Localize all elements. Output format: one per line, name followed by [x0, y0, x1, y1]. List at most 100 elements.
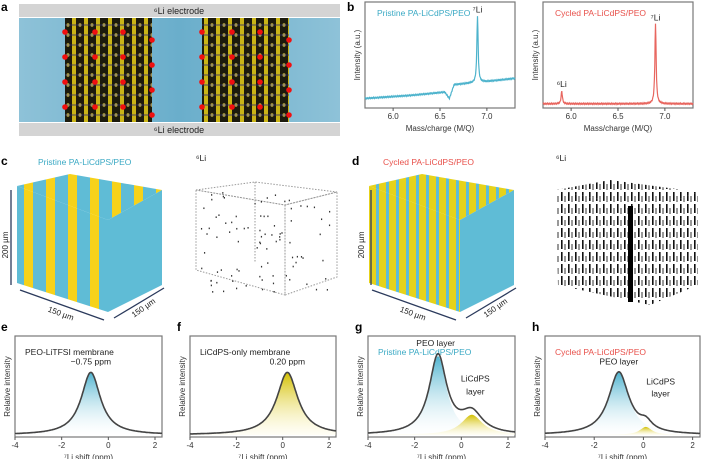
peak-label: ⁶Li: [557, 79, 567, 89]
li6-point: [222, 192, 224, 194]
li-ion-dot: [199, 54, 205, 60]
x-tick-label: 0: [106, 441, 111, 450]
cube-front-face: [556, 190, 650, 305]
dense-li6-band: [628, 206, 633, 302]
chart-b-left: Pristine PA-LiCdPS/PEO 6.0 6.5 7.0 Mass/char…: [353, 1, 516, 133]
li-ion-dot: [257, 54, 263, 60]
li6-point: [211, 198, 213, 201]
crystal-structure: [65, 18, 152, 122]
plot-frame: [542, 1, 694, 109]
cube-side-face: [650, 192, 698, 305]
li6-point: [261, 288, 264, 291]
li6-point: [296, 255, 298, 258]
li-ion-dot: [92, 79, 98, 85]
li-ion-dot: [199, 29, 205, 35]
x-tick-label: 6.0: [388, 112, 400, 121]
cube-top-face: [556, 180, 698, 210]
li-ion-dot: [62, 29, 68, 35]
li6-point: [295, 261, 297, 264]
li6-point: [273, 290, 275, 293]
y-axis-label: Relative intensity: [178, 356, 187, 416]
top-electrode: [19, 4, 340, 17]
panel-label: e: [1, 320, 8, 334]
li6-point: [208, 227, 210, 230]
li6-point: [203, 252, 206, 254]
map-label: ⁶Li: [196, 153, 206, 163]
peak-annotation: PEO layer: [416, 338, 455, 348]
li6-point: [279, 236, 281, 238]
li6-point: [256, 247, 258, 249]
li6-point: [290, 207, 292, 210]
li-ion-dot: [257, 79, 263, 85]
li6-point: [231, 221, 233, 224]
chart-f: LiCdPS-only membrane -4 -2 0 2 ⁷Li shift (ppm…: [178, 335, 337, 459]
x-axis-label: ⁷Li shift (ppm): [417, 453, 466, 459]
charts: Pristine PA-LiCdPS/PEO 6.0 6.5 7.0 Mass/char…: [3, 1, 701, 459]
panel-d: d Cycled PA-LiCdPS/PEO 200 µm 150 µm 150…: [352, 153, 698, 323]
li6-point: [266, 248, 268, 250]
cube-top-face: [369, 174, 514, 220]
li6-point: [320, 218, 323, 221]
y-axis-label: Relative intensity: [3, 356, 12, 416]
li6-point: [203, 207, 205, 210]
x-tick-label: -2: [233, 441, 241, 450]
li6-point: [284, 200, 286, 203]
panel-a: a ⁶Li electrode ⁶Li electrode: [1, 0, 340, 136]
li-ion-dot: [92, 54, 98, 60]
li6-point: [263, 215, 265, 218]
li-ion-dot: [120, 79, 126, 85]
li6-point: [236, 268, 238, 271]
x-axis-label: Mass/charge (M/Q): [406, 124, 475, 133]
li6-point: [212, 291, 214, 293]
li6-point: [225, 222, 227, 225]
li6-point: [291, 256, 294, 259]
width-arrow: [371, 289, 457, 321]
x-tick-label: 2: [506, 441, 511, 450]
x-tick-label: 2: [327, 441, 332, 450]
wireframe-cube: [195, 181, 338, 296]
li6-point: [243, 227, 245, 230]
li6-point: [259, 242, 262, 245]
chart-title: Pristine PA-LiCdPS/PEO: [377, 8, 471, 18]
width-arrow: [19, 289, 105, 321]
chart-e: PEO-LiTFSI membrane -4 -2 0 2 ⁷Li shift (ppm)…: [3, 335, 163, 459]
panel-label: g: [355, 320, 362, 334]
li6-point: [236, 287, 238, 290]
li-ion-dot: [229, 54, 235, 60]
crystal-structure: [202, 18, 289, 122]
li6-point: [328, 224, 331, 227]
x-tick-label: -4: [186, 441, 194, 450]
li-ion-dot: [62, 104, 68, 110]
li-ion-dot: [199, 104, 205, 110]
li6-point: [292, 265, 294, 268]
li-ion-dot: [62, 79, 68, 85]
li6-point: [245, 285, 247, 287]
li6-point: [264, 233, 266, 236]
li6-point: [266, 197, 268, 199]
panel-label: b: [347, 0, 354, 14]
li-ion-dot: [229, 79, 235, 85]
x-tick-label: -2: [591, 441, 599, 450]
component-fill: [368, 356, 515, 435]
li-ion-dot: [149, 37, 155, 43]
li6-point: [216, 236, 218, 239]
li6-point: [238, 270, 240, 272]
li6-point: [289, 241, 291, 244]
envelope-curve: [545, 370, 700, 435]
y-axis-label: Relative intensity: [533, 356, 542, 416]
li6-point: [288, 199, 290, 202]
li6-point: [300, 256, 303, 258]
plot-frame: [189, 335, 337, 438]
li6-point: [285, 274, 287, 277]
li6-point: [281, 232, 283, 234]
envelope-curve: [190, 371, 337, 435]
li6-point: [272, 275, 274, 277]
y-axis-label: Intensity (a.u.): [353, 29, 362, 80]
peak-annotation: layer: [651, 389, 670, 399]
li6-point: [326, 288, 328, 291]
li6-point: [271, 234, 273, 236]
map-label: ⁶Li: [556, 153, 566, 163]
li6-point: [319, 233, 321, 236]
x-tick-label: 2: [690, 441, 695, 450]
